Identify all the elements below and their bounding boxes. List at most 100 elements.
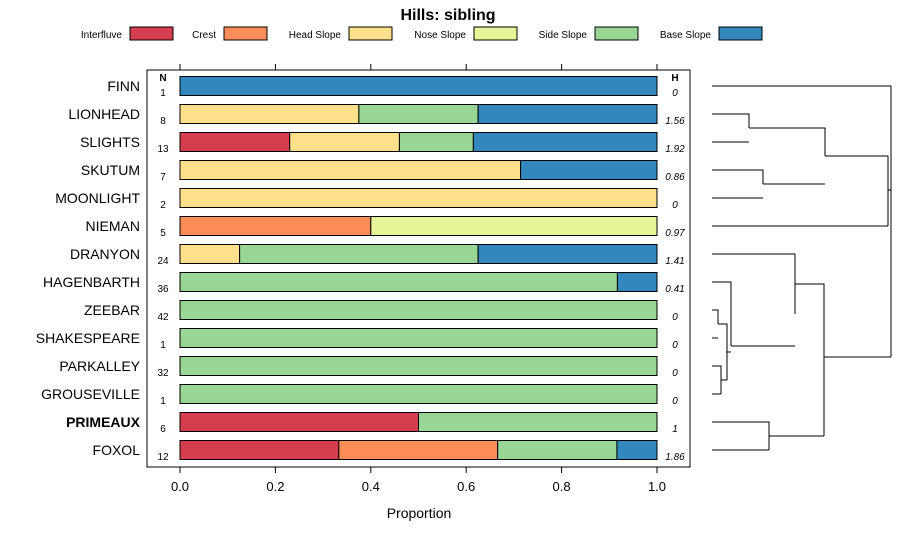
row-h-value: 1.41 <box>665 256 684 267</box>
bar-segment-side-slope <box>358 104 479 124</box>
row-n-value: 24 <box>157 256 169 267</box>
row-label: HAGENBARTH <box>43 274 140 290</box>
bar-segment-side-slope <box>239 244 479 264</box>
bar-segment-side-slope <box>179 356 658 376</box>
bar-segment-side-slope <box>179 384 658 404</box>
bar-segment-interfluve <box>179 440 340 460</box>
bar-segment-side-slope <box>179 272 618 292</box>
row-zeebar: ZEEBAR 42 0 <box>84 300 678 323</box>
row-grouseville: GROUSEVILLE 1 0 <box>41 384 678 407</box>
legend-swatch-base-slope <box>718 26 763 41</box>
row-h-value: 0 <box>672 88 678 99</box>
row-shakespeare: SHAKESPEARE 1 0 <box>36 328 678 351</box>
x-tick-label: 0.0 <box>171 479 189 494</box>
bar-segment-side-slope <box>398 132 474 152</box>
row-label: PRIMEAUX <box>66 414 141 430</box>
bar-segment-head-slope <box>179 160 522 180</box>
row-label: SLIGHTS <box>80 134 140 150</box>
row-h-value: 1 <box>672 424 678 435</box>
row-parkalley: PARKALLEY 32 0 <box>59 356 678 379</box>
legend-swatch-side-slope <box>594 26 639 41</box>
legend-swatch-interfluve <box>129 26 174 41</box>
row-label: MOONLIGHT <box>55 190 140 206</box>
dendrogram-branch <box>712 421 770 450</box>
row-skutum: SKUTUM 7 0.86 <box>81 160 685 183</box>
row-n-value: 13 <box>157 144 169 155</box>
legend-label-base-slope: Base Slope <box>660 30 712 41</box>
row-n-value: 36 <box>157 284 169 295</box>
legend-label-nose-slope: Nose Slope <box>414 30 466 41</box>
h-column-header: H <box>671 73 678 84</box>
row-label: LIONHEAD <box>68 106 140 122</box>
row-h-value: 0 <box>672 312 678 323</box>
row-h-value: 0 <box>672 200 678 211</box>
legend-swatch-head-slope <box>348 26 393 41</box>
dendrogram-branch <box>712 85 892 190</box>
bar-segment-side-slope <box>179 328 658 348</box>
bar-segment-interfluve <box>179 132 291 152</box>
row-h-value: 0 <box>672 368 678 379</box>
row-n-value: 1 <box>160 88 166 99</box>
row-foxol: FOXOL 12 1.86 <box>93 440 685 463</box>
row-n-value: 6 <box>160 424 166 435</box>
x-axis-label: Proportion <box>387 505 452 521</box>
row-dranyon: DRANYON 24 1.41 <box>70 244 685 267</box>
row-h-value: 0 <box>672 396 678 407</box>
dendrogram-branch <box>749 127 826 156</box>
legend-swatch-crest <box>223 26 268 41</box>
row-n-value: 5 <box>160 228 166 239</box>
row-label: ZEEBAR <box>84 302 140 318</box>
bar-segment-head-slope <box>289 132 400 152</box>
dendrogram-branch <box>888 189 892 357</box>
bar-segment-base-slope <box>179 76 658 96</box>
dendrogram-branch <box>712 281 732 346</box>
dendrogram-branch <box>712 309 719 324</box>
plot-panel <box>146 69 691 468</box>
dendrogram-branch <box>712 365 722 394</box>
row-h-value: 1.92 <box>665 144 685 155</box>
bar-segment-head-slope <box>179 244 241 264</box>
row-n-value: 7 <box>160 172 166 183</box>
row-finn: FINN 1 0 <box>107 76 678 99</box>
row-label: GROUSEVILLE <box>41 386 140 402</box>
bar-segment-base-slope <box>616 272 658 292</box>
row-label: SKUTUM <box>81 162 140 178</box>
row-lionhead: LIONHEAD 8 1.56 <box>68 104 685 127</box>
x-tick-label: 0.6 <box>457 479 475 494</box>
x-tick-label: 0.2 <box>266 479 284 494</box>
row-label: SHAKESPEARE <box>36 330 140 346</box>
n-column-header: N <box>159 73 166 84</box>
bar-segment-side-slope <box>418 412 658 432</box>
bar-segment-crest <box>179 216 372 236</box>
row-n-value: 42 <box>157 312 169 323</box>
legend-label-interfluve: Interfluve <box>81 30 123 41</box>
bar-segment-side-slope <box>179 300 658 320</box>
bar-rows: FINN 1 0 LIONHEAD 8 1.56 SLIGHTS 13 1.92 SKUTUM 7 0… <box>36 76 685 463</box>
row-primeaux: PRIMEAUX 6 1 <box>66 412 678 435</box>
bar-segment-head-slope <box>179 104 360 124</box>
row-nieman: NIEMAN 5 0.97 <box>86 216 685 239</box>
x-axis: 0.0 0.2 0.4 0.6 0.8 1.0 <box>171 64 666 494</box>
row-n-value: 1 <box>160 340 166 351</box>
dendrogram-branch <box>825 155 889 226</box>
legend-swatch-nose-slope <box>473 26 518 41</box>
bar-segment-side-slope <box>497 440 618 460</box>
bar-segment-base-slope <box>616 440 658 460</box>
bar-segment-crest <box>338 440 499 460</box>
row-moonlight: MOONLIGHT 2 0 <box>55 188 678 211</box>
row-label: DRANYON <box>70 246 140 262</box>
row-h-value: 1.86 <box>665 452 685 463</box>
legend-label-crest: Crest <box>192 30 216 41</box>
bar-segment-interfluve <box>179 412 419 432</box>
bar-segment-base-slope <box>477 244 658 264</box>
dendrogram-branch <box>712 169 764 184</box>
bar-segment-base-slope <box>520 160 658 180</box>
row-n-value: 1 <box>160 396 166 407</box>
row-h-value: 1.56 <box>665 116 685 127</box>
x-tick-label: 0.4 <box>362 479 380 494</box>
legend-label-head-slope: Head Slope <box>289 30 342 41</box>
row-label: FOXOL <box>93 442 141 458</box>
bar-segment-base-slope <box>472 132 658 152</box>
row-n-value: 32 <box>157 368 169 379</box>
